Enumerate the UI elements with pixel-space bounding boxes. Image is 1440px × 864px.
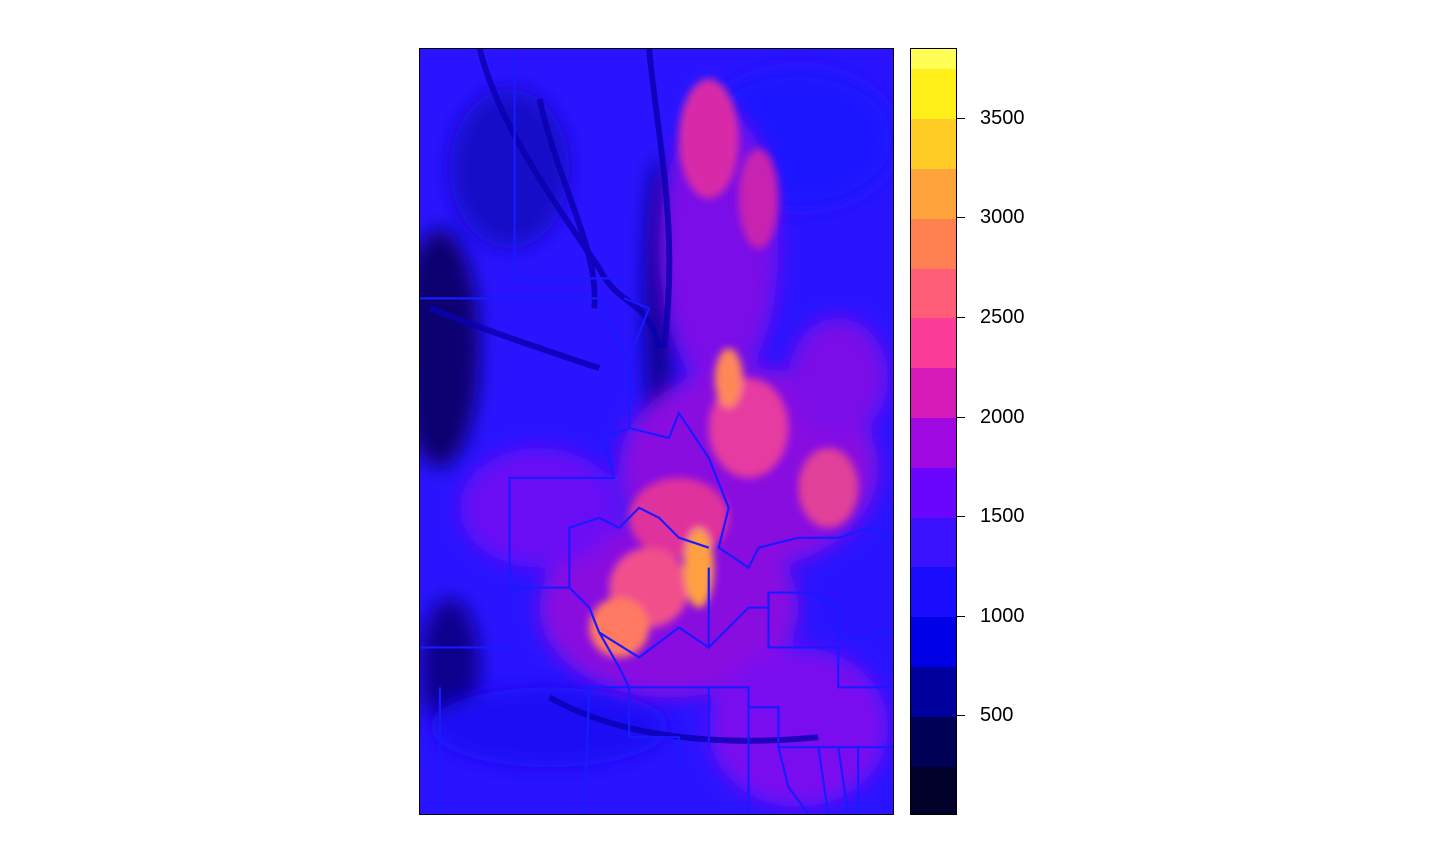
legend-band <box>911 168 956 219</box>
legend-band <box>911 118 956 170</box>
elevation-map <box>419 48 894 815</box>
river-valleys <box>428 49 819 744</box>
legend-tick <box>957 217 965 219</box>
legend-band <box>911 68 956 120</box>
legend-tick-label: 3500 <box>980 106 1025 129</box>
legend-tick-label: 1500 <box>980 505 1025 528</box>
elevation-raster <box>420 49 893 814</box>
legend-band <box>911 716 956 767</box>
legend-tick-label: 2500 <box>980 305 1025 328</box>
legend-tick-label: 2000 <box>980 405 1025 428</box>
legend-tick-label: 1000 <box>980 604 1025 627</box>
legend-band <box>911 616 956 668</box>
legend-tick-label: 500 <box>980 704 1014 727</box>
legend-band <box>911 766 956 814</box>
legend-band <box>911 218 956 269</box>
legend-tick <box>957 615 965 617</box>
legend-band <box>911 666 956 717</box>
legend-band <box>911 417 956 468</box>
legend-band <box>911 317 956 369</box>
legend-band <box>911 566 956 618</box>
legend-band <box>911 49 956 70</box>
legend-band <box>911 467 956 518</box>
color-scale-bar <box>910 48 957 815</box>
legend-band <box>911 268 956 319</box>
lowland-areas <box>420 68 893 768</box>
legend-tick-label: 3000 <box>980 206 1025 229</box>
highland-areas <box>589 78 859 658</box>
legend-band <box>911 517 956 568</box>
legend-tick <box>957 715 965 717</box>
legend-tick <box>957 416 965 418</box>
legend-tick <box>957 117 965 119</box>
boundary-lines <box>420 49 893 814</box>
legend-band <box>911 367 956 419</box>
legend-tick <box>957 516 965 518</box>
legend-tick <box>957 316 965 318</box>
